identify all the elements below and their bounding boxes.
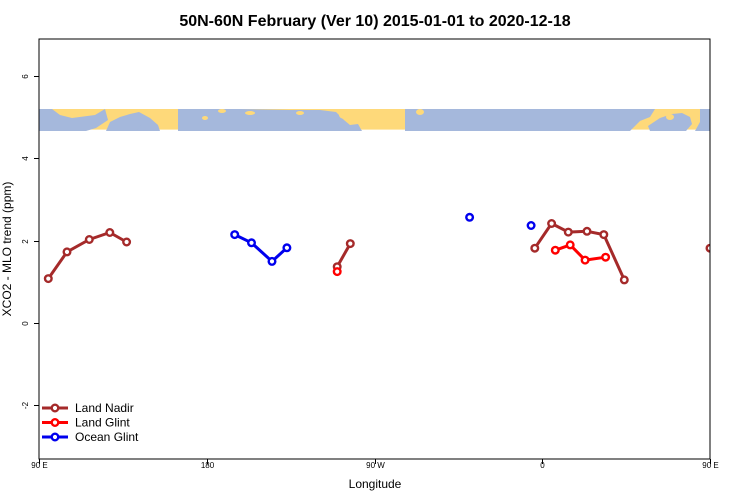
- land-nadir-point: [727, 276, 734, 283]
- x-tick-label: 180: [201, 461, 215, 470]
- map-ocean-region: [136, 121, 152, 131]
- land-nadir-point: [547, 218, 557, 228]
- legend-marker-ocean-glint: [50, 432, 60, 442]
- plot-frame: [38, 38, 711, 460]
- map-land-detail: [416, 109, 424, 115]
- land-nadir-point: [563, 227, 573, 237]
- map-ocean-region: [405, 109, 655, 131]
- ocean-glint-point: [465, 212, 475, 222]
- legend-label-land-nadir: Land Nadir: [75, 401, 134, 415]
- chart-title: 50N-60N February (Ver 10) 2015-01-01 to …: [179, 13, 570, 30]
- land-nadir-point: [105, 227, 115, 237]
- land-nadir-point: [530, 243, 540, 253]
- land-glint-line: [554, 243, 606, 262]
- land-nadir-point: [62, 247, 72, 257]
- map-land-detail: [296, 111, 304, 115]
- ocean-glint-line: [234, 233, 288, 263]
- land-nadir-point: [84, 234, 94, 244]
- land-glint-point: [565, 240, 575, 250]
- land-nadir-point: [345, 239, 355, 249]
- world-map-strip: [39, 109, 710, 131]
- ocean-glint-point: [526, 220, 536, 230]
- y-tick-label: 6: [21, 74, 30, 79]
- land-nadir-point: [599, 230, 609, 240]
- y-tick-label: 4: [21, 156, 30, 161]
- land-nadir-point: [619, 275, 629, 285]
- map-land-detail: [147, 111, 153, 115]
- series-land-nadir: [43, 218, 750, 285]
- map-land-detail: [202, 116, 208, 120]
- series-layer: [43, 212, 750, 285]
- legend-item-ocean-glint: Ocean Glint: [42, 430, 139, 444]
- x-tick-label: 90 E: [31, 461, 47, 470]
- map-ocean-region: [648, 113, 692, 131]
- y-axis-label: XCO2 - MLO trend (ppm): [0, 182, 14, 317]
- land-nadir-point: [582, 226, 592, 236]
- land-nadir-point: [705, 243, 710, 253]
- ocean-glint-point: [230, 230, 240, 240]
- y-tick-label: 0: [21, 321, 30, 326]
- land-nadir-point: [43, 274, 53, 284]
- land-nadir-line: [708, 248, 710, 251]
- land-nadir-line: [533, 222, 626, 281]
- series-land-glint: [332, 240, 611, 277]
- y-tick-label: -2: [21, 401, 30, 409]
- legend-item-land-glint: Land Glint: [42, 416, 130, 430]
- land-glint-point: [550, 245, 560, 255]
- series-ocean-glint: [230, 212, 536, 266]
- legend-label-land-glint: Land Glint: [75, 416, 130, 430]
- x-tick-label: 90 W: [366, 461, 385, 470]
- map-land-detail: [351, 109, 361, 115]
- land-glint-point: [332, 267, 342, 277]
- map-land-detail: [245, 111, 255, 115]
- land-nadir-point: [744, 249, 750, 256]
- x-tick-label: 0: [540, 461, 545, 470]
- map-land-detail: [218, 109, 226, 113]
- map-ocean-region: [178, 109, 362, 131]
- legend-marker-land-nadir: [50, 403, 60, 413]
- x-tick-label: 90 E: [702, 461, 718, 470]
- map-land-detail: [339, 111, 351, 119]
- land-glint-point: [601, 252, 611, 262]
- legend-item-land-nadir: Land Nadir: [42, 401, 134, 415]
- x-axis: 90 E 180 90 W 0 90 E: [31, 459, 719, 470]
- ocean-glint-point: [246, 238, 256, 248]
- map-ocean-region: [695, 109, 710, 131]
- x-axis-label: Longitude: [349, 477, 402, 491]
- ocean-glint-point: [267, 256, 277, 266]
- ocean-glint-point: [282, 243, 292, 253]
- legend-marker-land-glint: [50, 418, 60, 428]
- land-nadir-point: [122, 237, 132, 247]
- map-land-detail: [666, 114, 674, 120]
- y-tick-label: 2: [21, 239, 30, 244]
- land-glint-point: [580, 255, 590, 265]
- legend-label-ocean-glint: Ocean Glint: [75, 430, 139, 444]
- y-axis: -2 0 2 4 6: [21, 74, 39, 409]
- map-ocean-region: [39, 109, 108, 131]
